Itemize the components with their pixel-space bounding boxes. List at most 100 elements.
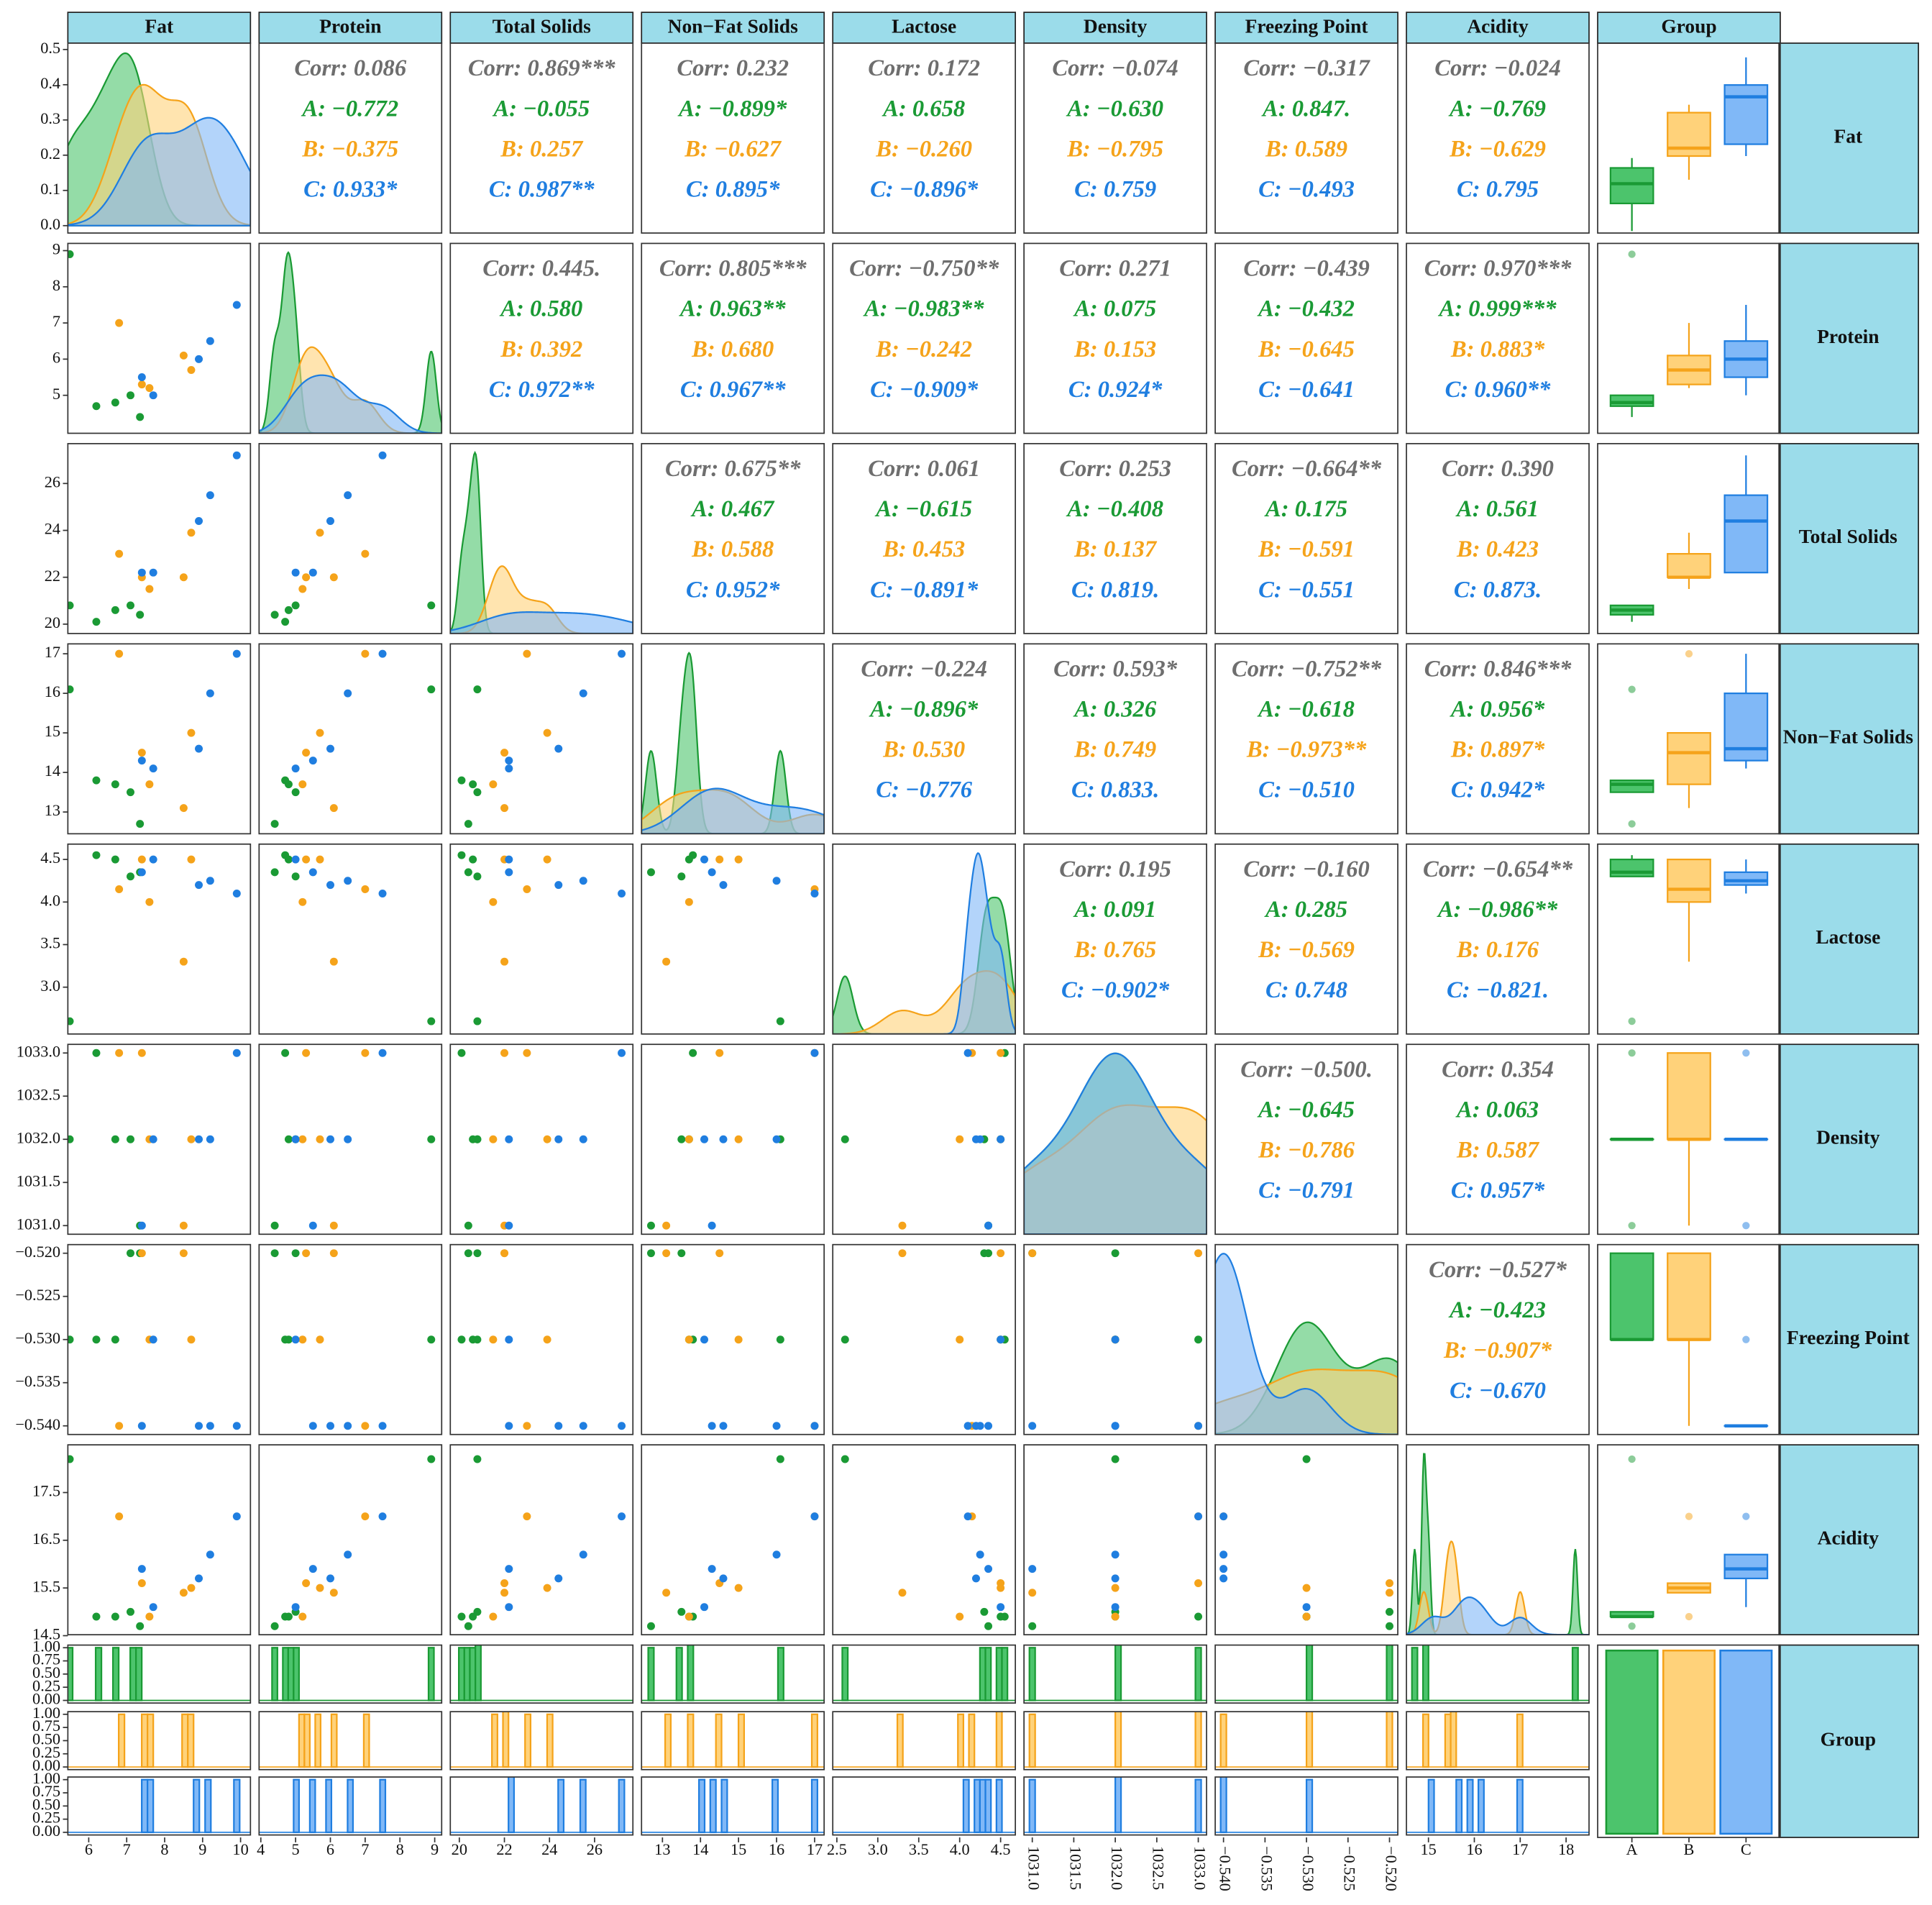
histogram-panel bbox=[68, 1778, 251, 1834]
correlation-text: Corr: −0.074 bbox=[1052, 55, 1178, 81]
strip bbox=[1778, 1243, 1919, 1435]
scatter-point bbox=[378, 1049, 387, 1057]
histogram-bar bbox=[974, 1778, 981, 1834]
panel-background bbox=[259, 43, 442, 234]
scatter-point bbox=[457, 851, 466, 859]
scatter-point bbox=[772, 877, 781, 885]
panel-border bbox=[1023, 1776, 1207, 1836]
scatter-point bbox=[206, 337, 214, 345]
scatter-point bbox=[685, 1335, 693, 1344]
scatter-point bbox=[505, 764, 513, 773]
boxplot-panel bbox=[1609, 250, 1769, 417]
correlation-text: B: −0.591 bbox=[1258, 536, 1355, 562]
panel-border bbox=[1406, 643, 1590, 835]
panel-border bbox=[832, 1644, 1016, 1704]
scatter-point bbox=[1111, 1603, 1120, 1612]
scatter-point bbox=[500, 1049, 509, 1057]
y-tick-label: 1032.5 bbox=[17, 1085, 60, 1103]
scatter-point bbox=[326, 1574, 334, 1583]
correlation-text: B: 0.589 bbox=[1265, 136, 1347, 162]
scatter-point bbox=[810, 1049, 819, 1057]
scatter-point bbox=[719, 1422, 728, 1430]
scatter-point bbox=[302, 1579, 311, 1588]
scatter-panel bbox=[259, 1044, 442, 1235]
scatter-point bbox=[646, 1622, 655, 1630]
density-panel bbox=[259, 243, 442, 434]
histogram-bar bbox=[1516, 1778, 1524, 1834]
scatter-point bbox=[618, 1049, 626, 1057]
scatter-panel bbox=[833, 1445, 1016, 1635]
x-tick-label: 2.5 bbox=[827, 1840, 847, 1858]
scatter-point bbox=[963, 1049, 972, 1057]
panel-border bbox=[1023, 843, 1207, 1035]
density-panel bbox=[1406, 1445, 1589, 1635]
y-tick-label: 0.00 bbox=[32, 1822, 60, 1840]
x-tick-label: 9 bbox=[198, 1840, 206, 1858]
y-tick-label: 26 bbox=[45, 472, 60, 490]
strip-label: Non−Fat Solids bbox=[668, 16, 798, 37]
scatter-point bbox=[677, 872, 686, 881]
panel-border bbox=[449, 1243, 634, 1435]
box-outlier bbox=[1628, 1455, 1636, 1463]
scatter-point bbox=[505, 855, 513, 864]
panel-border bbox=[1023, 643, 1207, 835]
histogram-bar bbox=[737, 1713, 746, 1768]
correlation-text: Corr: 0.805*** bbox=[659, 256, 807, 282]
scatter-point bbox=[464, 820, 472, 828]
histogram-bar bbox=[117, 1713, 126, 1768]
y-tick-label: 1.00 bbox=[32, 1704, 60, 1722]
scatter-point bbox=[206, 1135, 214, 1143]
scatter-point bbox=[206, 491, 214, 500]
scatter-point bbox=[554, 1422, 563, 1430]
panel-border bbox=[449, 643, 634, 835]
correlation-text: A: −0.896* bbox=[869, 697, 979, 723]
correlation-text: Corr: −0.500. bbox=[1240, 1056, 1373, 1082]
panel-border bbox=[67, 242, 252, 434]
correlation-text: C: 0.819. bbox=[1071, 577, 1159, 603]
panel-border bbox=[1214, 1776, 1398, 1836]
scatter-point bbox=[719, 1574, 728, 1583]
histogram-bar bbox=[187, 1713, 195, 1768]
scatter-point bbox=[618, 889, 626, 897]
scatter-point bbox=[329, 1589, 338, 1597]
y-tick-label: 0.75 bbox=[32, 1650, 60, 1668]
scatter-point bbox=[700, 855, 709, 864]
scatter-point bbox=[302, 749, 311, 757]
histogram-panel bbox=[450, 1712, 633, 1768]
scatter-panel bbox=[259, 1244, 442, 1435]
scatter-point bbox=[92, 402, 101, 411]
panel-border bbox=[67, 443, 252, 634]
correlation-text: A: 0.175 bbox=[1264, 496, 1347, 522]
scatter-point bbox=[427, 1335, 436, 1344]
boxplot-panel bbox=[1609, 455, 1769, 622]
strip bbox=[1778, 1444, 1919, 1636]
scatter-point bbox=[719, 1135, 728, 1143]
scatter-point bbox=[179, 1249, 188, 1258]
correlation-text: Corr: 0.354 bbox=[1442, 1056, 1554, 1082]
box bbox=[1609, 167, 1654, 204]
y-tick-label: 1.00 bbox=[32, 1769, 60, 1787]
scatter-point bbox=[841, 1335, 849, 1344]
bar bbox=[1719, 1649, 1773, 1835]
panel-border bbox=[1597, 643, 1781, 835]
panel-border bbox=[1406, 242, 1590, 434]
scatter-point bbox=[344, 1422, 352, 1430]
strip-label: Group bbox=[1661, 16, 1716, 37]
strip bbox=[1778, 1644, 1919, 1838]
scatter-point bbox=[206, 689, 214, 698]
histogram-bar bbox=[546, 1713, 554, 1768]
panel-border bbox=[641, 1776, 825, 1836]
panel-border bbox=[1023, 1243, 1207, 1435]
correlation-panel: Corr: 0.253 A: −0.408 B: 0.137 C: 0.819. bbox=[1024, 443, 1207, 634]
panel-border bbox=[1597, 1644, 1781, 1838]
scatter-point bbox=[126, 1607, 134, 1616]
scatter-point bbox=[980, 1607, 989, 1616]
scatter-point bbox=[137, 868, 146, 877]
correlation-text: C: −0.776 bbox=[876, 777, 973, 803]
strip-label: Freezing Point bbox=[1245, 16, 1369, 37]
scatter-point bbox=[646, 868, 655, 877]
correlation-text: A: 0.285 bbox=[1264, 897, 1347, 923]
bar-panel bbox=[1605, 1649, 1773, 1835]
correlation-text: C: 0.895* bbox=[686, 176, 780, 202]
scatter-point bbox=[137, 757, 146, 765]
